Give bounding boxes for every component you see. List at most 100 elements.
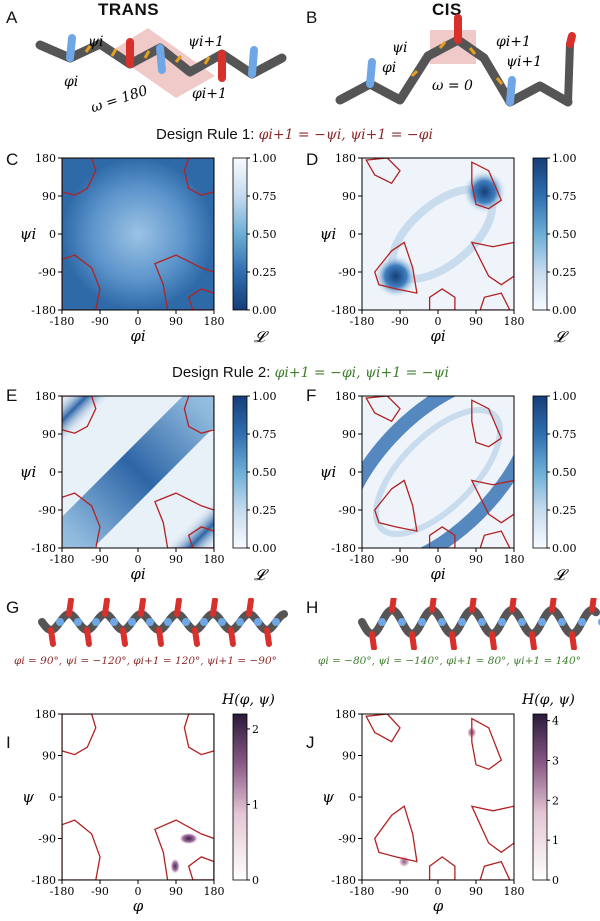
cis-molecule: ψi φi φi+1 ψi+1 ω = 0 [335,14,576,107]
molecule-schematics: ψi φi ψi+1 φi+1 ω = 180 ψi φi φi+1 ψi+1 … [35,14,576,116]
cis-omega-label: ω = 0 [432,78,473,94]
y-axis-label: ψi [320,463,337,481]
y-tick-label: -90 [338,266,356,279]
helix-backbone [38,610,288,634]
colorbar-tick-label: 0.00 [252,304,277,317]
x-tick-label: -90 [391,315,409,328]
nitrogen [56,618,64,626]
contour-line [479,530,511,548]
contour-line [471,399,503,448]
heatmap-j: -180-180 -90 -90 0 0 90 90 180 180 φ ψ 4 3 2 1 0 H(φ, ψ) [322,692,575,915]
x-tick-label: -180 [50,885,75,898]
design-rule-1-equation: φi+1 = −ψi, ψi+1 = −φi [258,127,433,143]
contour-line [154,819,214,880]
carbonyl [569,631,577,650]
x-tick-label: -90 [91,885,109,898]
y-tick-label: 180 [35,390,56,403]
colorbar-tick-label: 0.50 [252,228,277,241]
x-tick-label: -180 [350,553,375,566]
y-axis-label: ψi [20,225,37,243]
trans-omega-label: ω = 180 [89,83,150,116]
colorbar-tick-label: 0.50 [552,466,577,479]
plot-area [365,158,514,310]
carbonyl [192,627,200,647]
carbonyl [138,598,146,617]
colorbar-label: 𝓛 [554,328,569,346]
y-tick-label: 90 [42,190,56,203]
y-tick-label: 0 [349,466,356,479]
ring [372,406,504,538]
colorbar-tick-label: 0.25 [552,504,577,517]
x-tick-label: 0 [135,553,142,566]
carbonyl [589,598,597,613]
helix-g [38,598,288,647]
x-tick-label: 0 [435,553,442,566]
carbonyl [84,627,92,647]
carbonyl [449,631,457,650]
contour-line [479,860,511,880]
contour-line [428,526,456,548]
nitrogen [128,618,136,626]
carbonyl [389,598,397,613]
y-tick-label: -180 [31,542,56,555]
trans-psi-i-label: ψi [88,34,103,50]
contour-line [154,254,214,310]
contour-line [183,714,214,756]
heatmap-c: -180-180 -90 -90 0 0 90 90 180 180 φi ψi 1.00 0.75 0.… [20,152,277,346]
nitrogen [398,618,406,626]
contour-line [365,158,401,185]
contour-line [373,479,418,532]
colorbar-tick-label: 0.00 [552,542,577,555]
x-tick-label: 0 [135,315,142,328]
contour-line [471,161,503,210]
colorbar-label: H(φ, ψ) [521,692,575,708]
nitrogen [438,618,446,626]
contour-line [187,288,214,310]
nitrogen [578,618,586,626]
panel-letter-i: I [6,733,11,752]
y-tick-label: 0 [49,466,56,479]
trans-phi-i-label: φi [64,74,78,90]
nitrogen [218,618,226,626]
y-axis-label: ψ [22,788,34,806]
nitrogen [254,618,262,626]
x-tick-label: -180 [350,885,375,898]
diagonal-band [62,396,214,548]
helix-strips [38,598,600,650]
nitrogen [498,618,506,626]
y-tick-label: 180 [335,152,356,165]
y-axis-label: ψi [20,463,37,481]
nitrogen [458,618,466,626]
colorbar [232,395,248,549]
y-tick-label: 90 [42,428,56,441]
x-tick-label: -90 [91,553,109,566]
nitrogen [538,618,546,626]
x-axis-label: φi [130,565,146,583]
panel-letter-j: J [306,733,315,752]
carbonyl [369,631,377,650]
diagonal-band [62,396,214,548]
density-peak [170,858,181,875]
carbonyl [48,627,56,647]
plot-background [362,714,514,880]
x-axis-label: φi [430,327,446,345]
colorbar-tick-label: 0.25 [252,504,277,517]
contour-line [479,292,511,310]
panel-letter-b: B [306,8,318,27]
design-rule-1: Design Rule 1: φi+1 = −ψi, ψi+1 = −φi [156,126,433,143]
colorbar-tick-label: 0.75 [552,190,577,203]
cis-psi-i1-label: ψi+1 [506,54,542,70]
colorbar-tick-label: 4 [552,715,559,728]
colorbar-tick-label: 2 [552,794,559,807]
colorbar-tick-label: 0.00 [252,542,277,555]
helix-h [358,598,600,650]
carbonyl [429,598,437,613]
y-tick-label: -180 [331,304,356,317]
anti-diagonal-ring [362,396,514,548]
panel-letter-a: A [6,8,18,27]
x-tick-label: 180 [204,885,225,898]
carbonyl [174,598,182,617]
panel-letter-h: H [306,598,319,617]
cis-psi-i-label: ψi [392,40,407,56]
trans-molecule: ψi φi ψi+1 φi+1 ω = 180 [35,28,287,116]
